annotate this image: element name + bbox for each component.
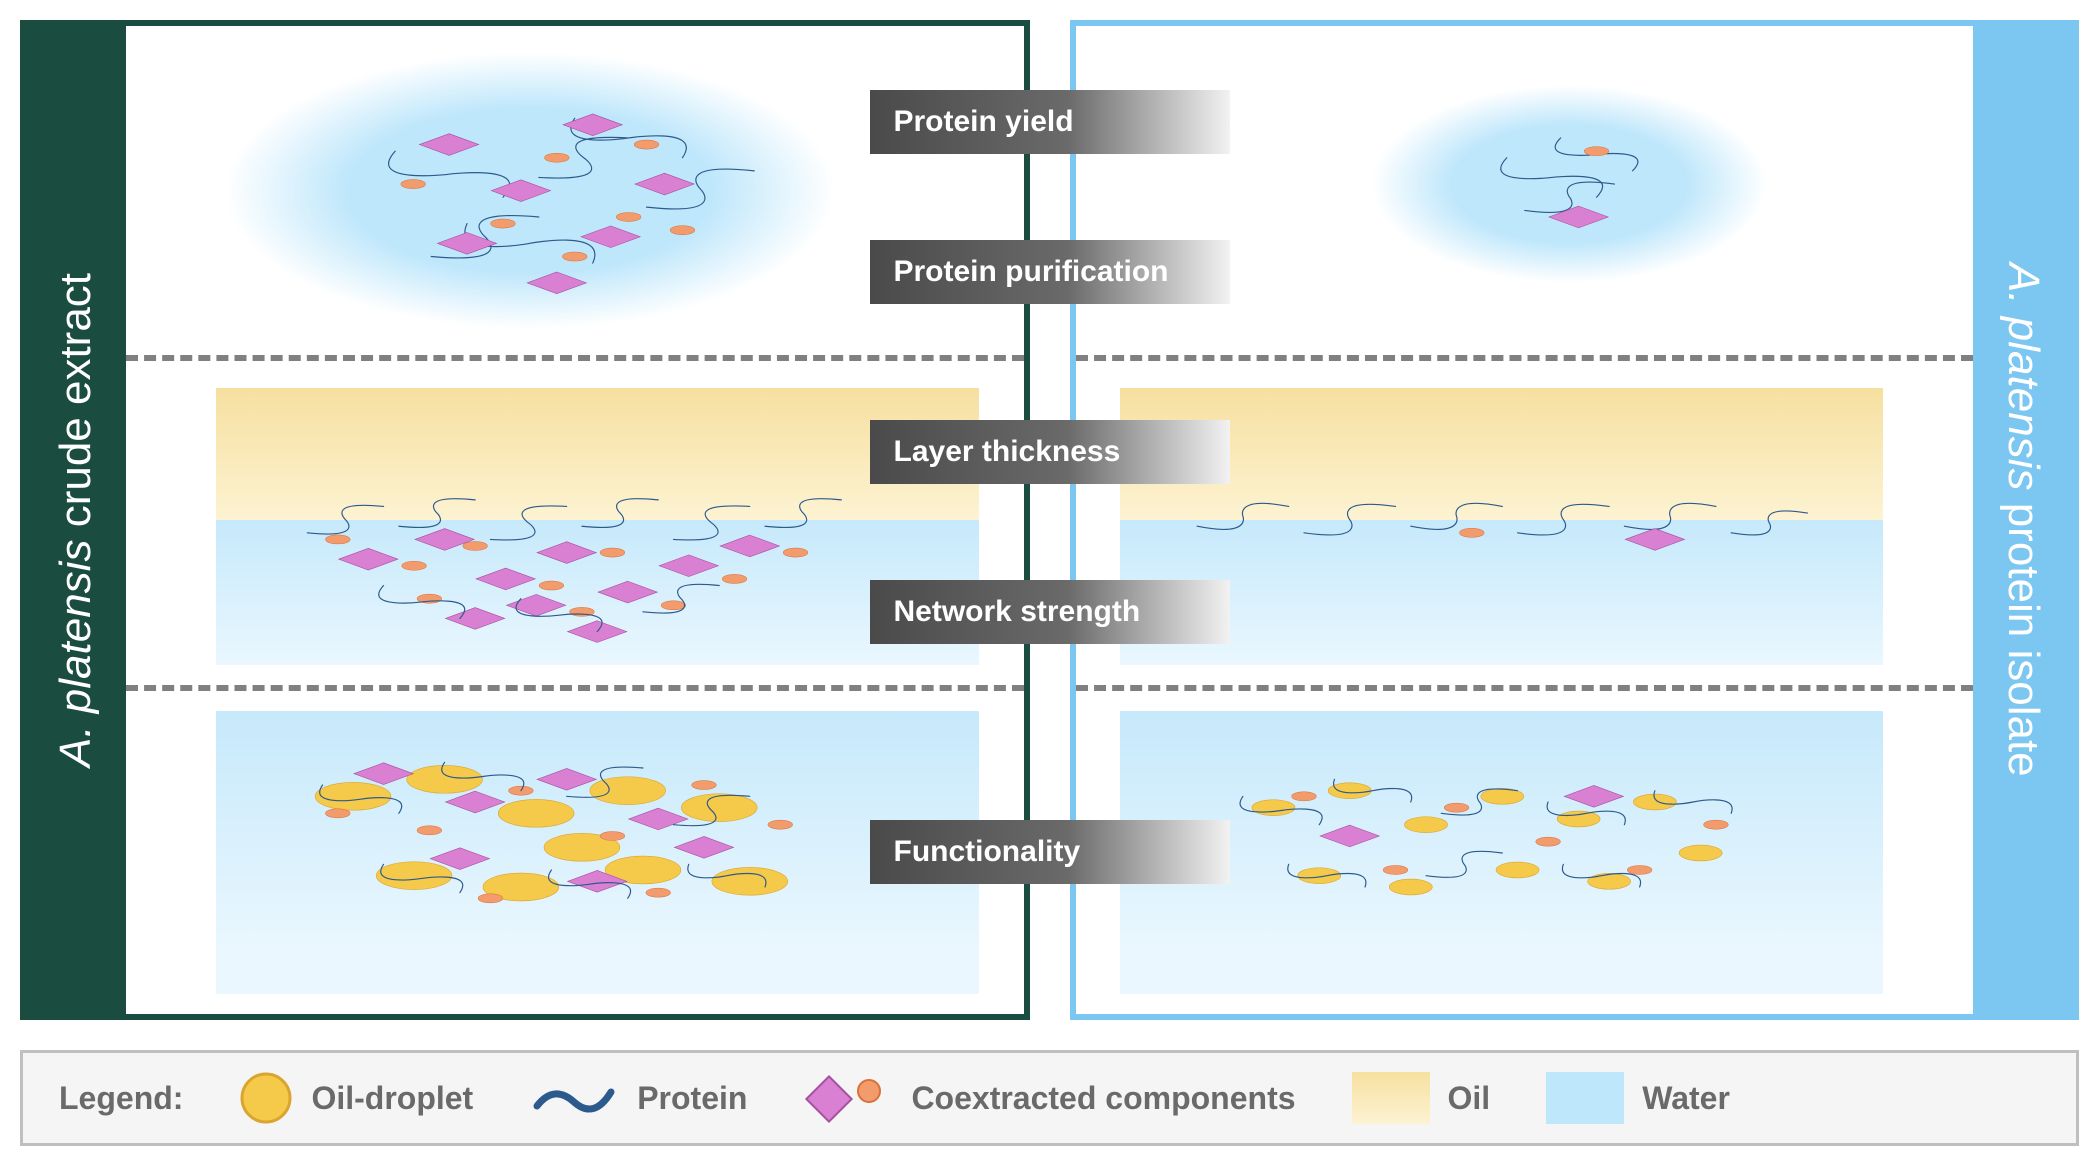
- right-panel: A. platensis protein isolate: [1070, 20, 2080, 1020]
- legend-item-coextracted: Coextracted components: [803, 1071, 1295, 1125]
- left-panel-label: A. platensis crude extract: [26, 26, 126, 1014]
- legend-label: Protein: [637, 1080, 747, 1117]
- left-label-plain: crude extract: [51, 273, 100, 540]
- left-bottom-svg: [126, 685, 1024, 1014]
- left-middle-svg: [126, 355, 1024, 684]
- legend-item-oil-droplet: Oil-droplet: [239, 1071, 473, 1125]
- left-section-bottom: [126, 685, 1024, 1014]
- right-panel-label: A. platensis protein isolate: [1973, 26, 2073, 1014]
- oil-droplet-icon: [239, 1071, 293, 1125]
- legend-item-water: Water: [1546, 1072, 1730, 1124]
- left-section-top: [126, 26, 1024, 355]
- figure-root: A. platensis crude extract: [20, 20, 2079, 1146]
- right-section-bottom: [1076, 685, 1974, 1014]
- right-top-svg: [1076, 26, 1974, 355]
- legend-label: Water: [1642, 1080, 1730, 1117]
- right-label-italic: A. platensis: [1999, 263, 2048, 490]
- protein-icon: [529, 1078, 619, 1118]
- right-section-middle: [1076, 355, 1974, 684]
- left-top-svg: [126, 26, 1024, 355]
- right-middle-svg: [1076, 355, 1974, 684]
- left-label-italic: A. platensis: [51, 540, 100, 767]
- right-section-top: [1076, 26, 1974, 355]
- legend-item-protein: Protein: [529, 1078, 747, 1118]
- legend-item-oil: Oil: [1352, 1072, 1491, 1124]
- coextracted-icon: [803, 1071, 893, 1125]
- legend: Legend: Oil-droplet Protein Coextracted …: [20, 1050, 2079, 1146]
- water-swatch: [1546, 1072, 1624, 1124]
- left-panel: A. platensis crude extract: [20, 20, 1030, 1020]
- legend-title: Legend:: [59, 1080, 183, 1117]
- divider-2: [1076, 685, 1974, 691]
- panel-gap: [1030, 20, 1070, 1020]
- right-bottom-svg: [1076, 685, 1974, 1014]
- left-section-middle: [126, 355, 1024, 684]
- main-row: A. platensis crude extract: [20, 20, 2079, 1020]
- right-panel-body: [1076, 26, 1974, 1014]
- legend-label: Coextracted components: [911, 1080, 1295, 1117]
- divider-2: [126, 685, 1024, 691]
- right-label-plain: protein isolate: [1999, 491, 2048, 777]
- left-panel-body: [126, 26, 1024, 1014]
- divider-1: [126, 355, 1024, 361]
- oil-swatch: [1352, 1072, 1430, 1124]
- divider-1: [1076, 355, 1974, 361]
- legend-label: Oil: [1448, 1080, 1491, 1117]
- legend-label: Oil-droplet: [311, 1080, 473, 1117]
